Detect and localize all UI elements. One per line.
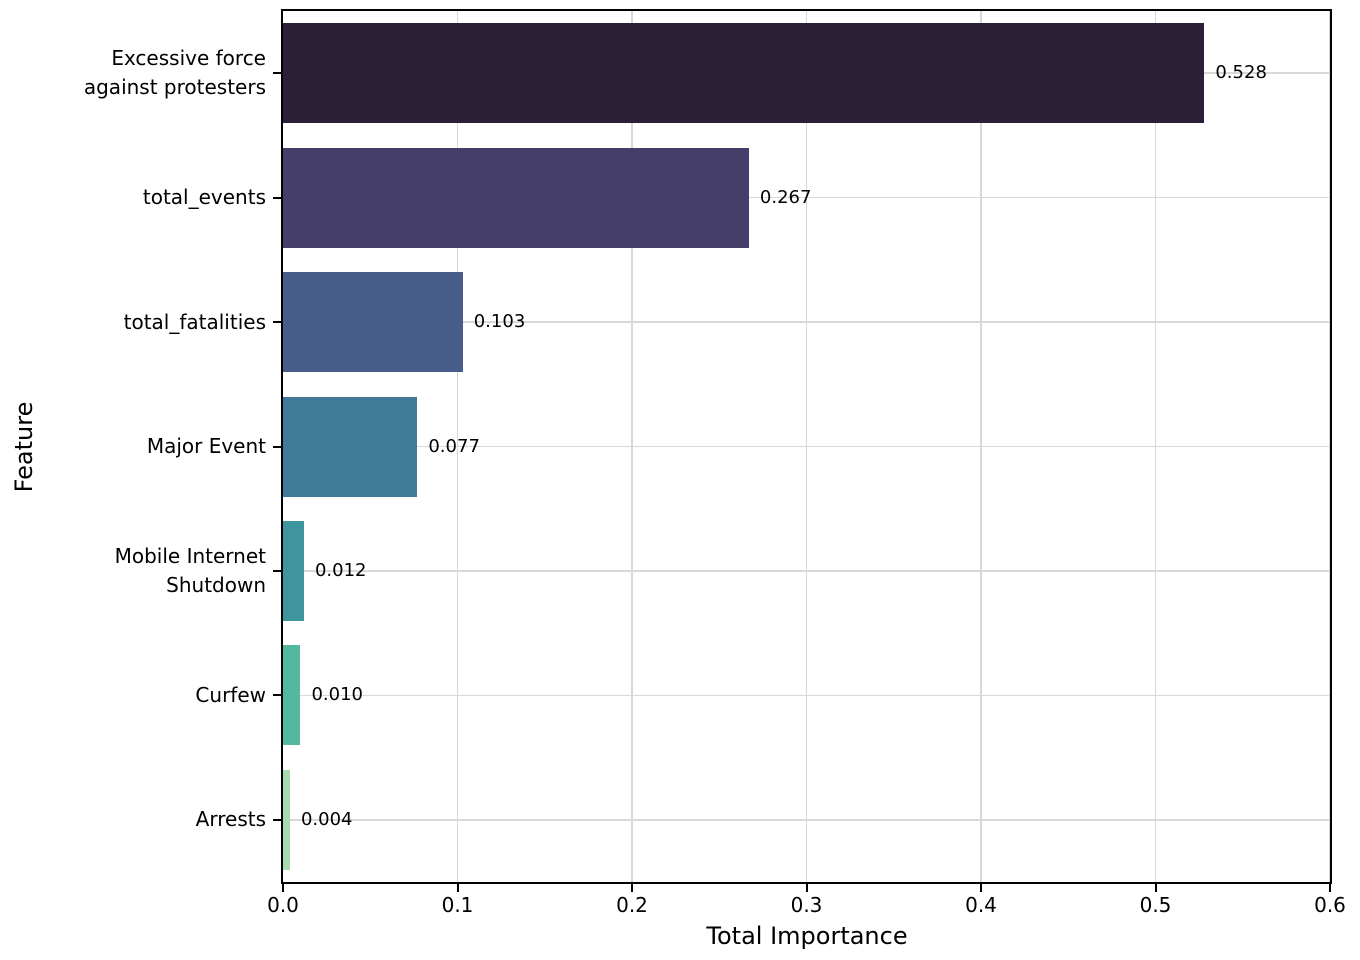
y-tick — [273, 196, 282, 199]
gridline-horizontal — [283, 445, 1330, 448]
bar-value-label: 0.267 — [759, 186, 812, 208]
bar-value-label: 0.103 — [473, 311, 526, 333]
bar-value-label: 0.077 — [428, 435, 480, 457]
y-tick — [273, 321, 282, 324]
y-tick — [273, 72, 282, 75]
gridline-horizontal — [283, 570, 1330, 572]
category-label: Arrests — [195, 807, 266, 832]
x-tick-label: 0.3 — [790, 893, 823, 917]
category-label: Excessive force against protesters — [83, 46, 266, 100]
x-tick-label: 0.6 — [1314, 893, 1346, 917]
x-tick-label: 0.5 — [1139, 893, 1172, 917]
y-tick — [273, 569, 282, 572]
bar — [283, 645, 301, 746]
x-tick-label: 0.1 — [441, 893, 474, 917]
bar-value-label: 0.004 — [300, 808, 353, 830]
bar-value-label: 0.012 — [314, 559, 367, 581]
category-label: Major Event — [146, 434, 266, 458]
gridline-horizontal — [283, 321, 1330, 323]
category-label: total_events — [142, 185, 266, 210]
x-tick — [1329, 883, 1331, 892]
x-tick — [282, 883, 284, 892]
x-axis-label: Total Importance — [706, 922, 908, 950]
x-tick — [805, 883, 808, 892]
y-tick — [273, 445, 282, 448]
x-tick — [456, 883, 459, 892]
gridline-horizontal — [283, 694, 1330, 697]
y-tick — [273, 818, 282, 821]
bar — [283, 769, 290, 870]
category-label: Curfew — [195, 682, 266, 707]
bar — [283, 23, 1205, 124]
gridline-horizontal — [283, 196, 1330, 199]
x-tick — [980, 883, 982, 892]
bar — [283, 396, 418, 497]
category-label: total_fatalities — [123, 309, 266, 334]
bar-value-label: 0.528 — [1215, 62, 1267, 84]
y-axis-label: Feature — [10, 401, 38, 493]
x-tick — [1154, 883, 1157, 892]
x-tick — [631, 883, 633, 892]
gridline-horizontal — [283, 819, 1330, 821]
bar — [283, 520, 304, 621]
x-tick-label: 0.4 — [965, 893, 997, 917]
bar — [283, 272, 463, 373]
bar — [283, 147, 749, 248]
category-label: Mobile Internet Shutdown — [114, 543, 266, 597]
x-tick-label: 0.2 — [616, 893, 648, 917]
bar-value-label: 0.010 — [311, 684, 363, 706]
x-tick-label: 0.0 — [267, 893, 299, 917]
y-tick — [273, 694, 282, 697]
